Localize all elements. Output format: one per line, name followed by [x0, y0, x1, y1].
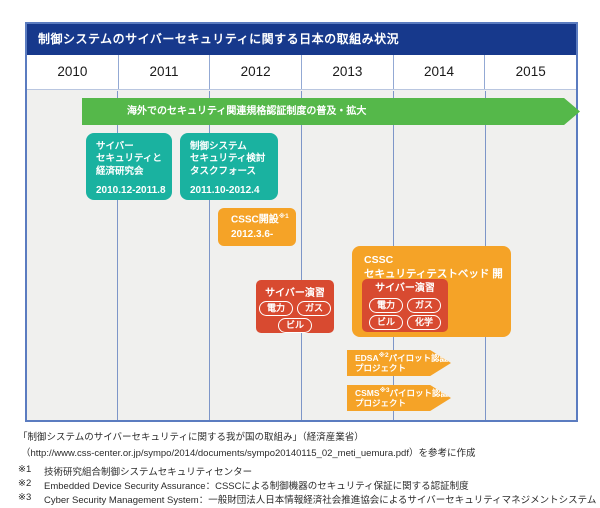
- cssc-opening-period: 2012.3.6-: [231, 228, 274, 240]
- edsa-pilot-certification-arrow: EDSA※2パイロット認証 プロジェクト: [347, 350, 451, 376]
- box-period: 2010.12-2011.8: [96, 185, 166, 197]
- cssc-security-testbed-box: CSSC セキュリティテストベッド 開設 サイバー演習 電力 ガス ビル 化学: [352, 246, 511, 337]
- cssc-opening-text: CSSC開設: [231, 214, 279, 226]
- sector-pill-gas: ガス: [297, 301, 332, 316]
- sector-pill-electric: 電力: [258, 301, 293, 316]
- footnote-1: ※1 技術研究組合制御システムセキュリティセンター: [18, 464, 252, 478]
- exercise-sectors-row2: ビル: [256, 318, 334, 333]
- csms-suffix: パイロット認証: [389, 387, 450, 398]
- year-axis: 2010 2011 2012 2013 2014 2015: [27, 55, 576, 90]
- csms-prefix: CSMS: [355, 387, 380, 398]
- footnote-3: ※3 Cyber Security Management System：一般財団…: [18, 492, 596, 506]
- footnote-ref-1: ※1: [278, 213, 289, 220]
- cyber-exercise-title: サイバー演習: [265, 288, 325, 299]
- exercise-sectors-row1: 電力 ガス: [362, 297, 448, 313]
- box-line: タスクフォース: [190, 165, 257, 177]
- sector-pill-electric: 電力: [368, 297, 403, 313]
- footnote-mark: ※2: [18, 478, 32, 489]
- box-line: セキュリティ検討: [190, 153, 266, 165]
- box-line: 経済研究会: [96, 165, 144, 177]
- footnote-text: Embedded Device Security Assurance：CSSCに…: [44, 481, 469, 492]
- control-system-security-taskforce-box: 制御システム セキュリティ検討 タスクフォース 2011.10-2012.4: [180, 133, 278, 200]
- year-2012: 2012: [210, 55, 303, 89]
- box-period: 2011.10-2012.4: [190, 185, 260, 197]
- gridline-2011: [117, 91, 118, 420]
- footnote-mark: ※3: [18, 492, 32, 503]
- cyber-exercise-2013-box: サイバー演習 電力 ガス ビル: [256, 280, 334, 333]
- sector-pill-building: ビル: [368, 314, 403, 330]
- overseas-standards-label: 海外でのセキュリティ関連規格認証制度の普及・拡大: [127, 106, 367, 117]
- footnote-ref-3: ※3: [379, 387, 390, 394]
- csms-line2: プロジェクト: [355, 398, 407, 409]
- source-citation-line1: 「制御システムのサイバーセキュリティに関する我が国の取組み」（経済産業省）: [18, 432, 364, 443]
- year-2011: 2011: [119, 55, 211, 89]
- footnote-text: 技術研究組合制御システムセキュリティセンター: [44, 467, 253, 478]
- sector-pill-chemical: 化学: [407, 314, 442, 330]
- edsa-line1: EDSA※2パイロット認証: [355, 352, 451, 363]
- cyber-exercise-2014-box: サイバー演習 電力 ガス ビル 化学: [362, 279, 448, 332]
- overseas-standards-arrow: 海外でのセキュリティ関連規格認証制度の普及・拡大: [82, 98, 580, 125]
- box-line: サイバー: [96, 141, 134, 152]
- year-2010: 2010: [27, 55, 119, 89]
- exercise-sectors-row2: ビル 化学: [362, 314, 448, 330]
- year-2014: 2014: [394, 55, 486, 89]
- testbed-line1: CSSC: [364, 254, 394, 266]
- year-2013: 2013: [302, 55, 394, 89]
- timeline-chart: 制御システムのサイバーセキュリティに関する日本の取組み状況 2010 2011 …: [25, 22, 580, 422]
- footnote-mark: ※1: [18, 464, 32, 475]
- csms-pilot-certification-arrow: CSMS※3パイロット認証 プロジェクト: [347, 385, 451, 411]
- footnote-ref-2: ※2: [378, 352, 389, 359]
- box-line: 制御システム: [190, 141, 247, 152]
- cyber-security-economy-study-group-box: サイバー セキュリティと 経済研究会 2010.12-2011.8: [86, 133, 172, 200]
- edsa-line2: プロジェクト: [355, 363, 407, 374]
- csms-line1: CSMS※3パイロット認証: [355, 387, 451, 398]
- sector-pill-gas: ガス: [407, 297, 442, 313]
- gridline-2012: [209, 91, 210, 420]
- footnote-text: Cyber Security Management System：一般財団法人日…: [44, 495, 597, 506]
- exercise-sectors-row1: 電力 ガス: [256, 301, 334, 316]
- sector-pill-building: ビル: [277, 318, 312, 333]
- source-citation-url: （http://www.css-center.or.jp/sympo/2014/…: [21, 448, 476, 459]
- gridline-2013: [301, 91, 302, 420]
- cssc-opening-label: CSSC開設※1: [231, 212, 296, 228]
- page-title: 制御システムのサイバーセキュリティに関する日本の取組み状況: [27, 24, 576, 55]
- footnote-2: ※2 Embedded Device Security Assurance：CS…: [18, 478, 469, 492]
- box-line: セキュリティと: [96, 153, 162, 165]
- year-2015: 2015: [515, 64, 546, 79]
- edsa-suffix: パイロット認証: [388, 352, 449, 363]
- cyber-exercise-title: サイバー演習: [375, 283, 435, 294]
- edsa-prefix: EDSA: [355, 352, 379, 363]
- cssc-opening-box: CSSC開設※1 2012.3.6-: [218, 208, 296, 246]
- timeline-body: 海外でのセキュリティ関連規格認証制度の普及・拡大 サイバー セキュリティと 経済…: [27, 91, 580, 420]
